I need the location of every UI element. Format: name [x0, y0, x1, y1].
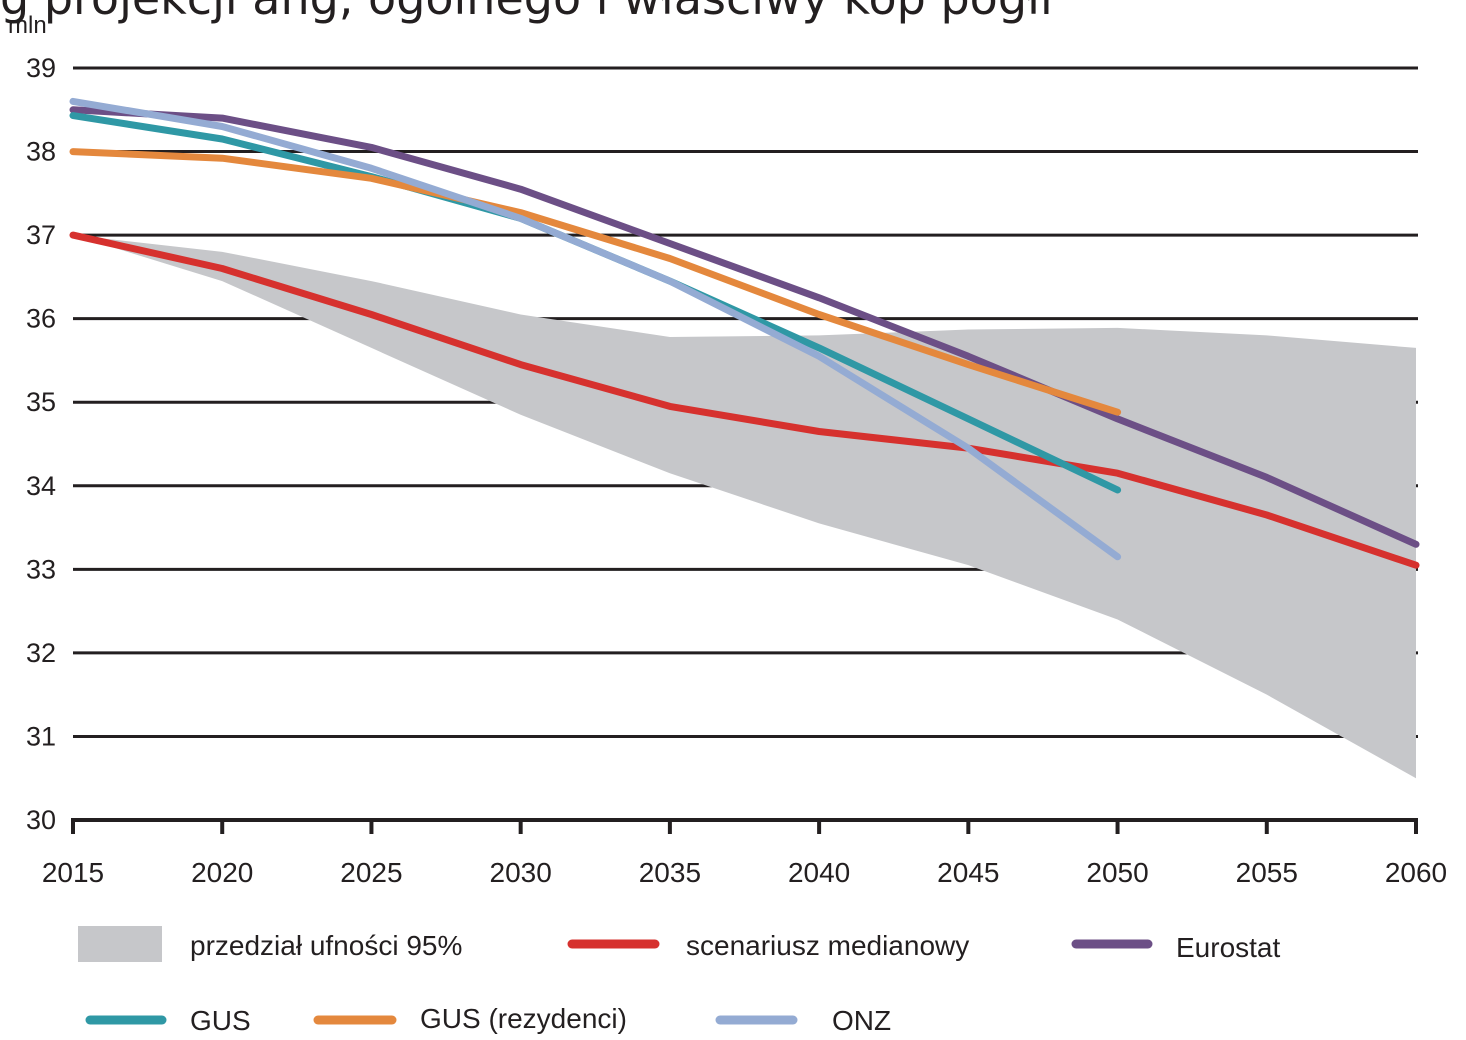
x-tick-label: 2015	[42, 857, 104, 888]
unit-label: mln	[8, 12, 47, 39]
series-lines	[69, 97, 1420, 569]
y-tick-label: 35	[26, 387, 56, 417]
series-line-4	[69, 97, 1122, 561]
y-tick-label: 31	[26, 721, 56, 751]
y-tick-label: 39	[26, 53, 56, 83]
x-tick-label: 2055	[1236, 857, 1298, 888]
confidence-band	[73, 235, 1416, 779]
confidence-band-area	[73, 235, 1416, 779]
y-tick-label: 33	[26, 554, 56, 584]
x-tick-label: 2030	[490, 857, 552, 888]
y-tick-label: 38	[26, 137, 56, 167]
legend-swatch-band	[78, 926, 162, 962]
x-tick-label: 2020	[191, 857, 253, 888]
x-tick-label: 2025	[340, 857, 402, 888]
legend: przedział ufności 95% scenariusz medianow…	[78, 926, 1280, 1036]
y-tick-label: 30	[26, 805, 56, 835]
series-line-1	[69, 106, 1420, 548]
legend-label-3: GUS (rezydenci)	[420, 1003, 627, 1034]
legend-label-band: przedział ufności 95%	[190, 930, 462, 961]
legend-label-4: ONZ	[832, 1005, 891, 1035]
series-line-0	[69, 231, 1420, 569]
series-line-3	[69, 148, 1122, 416]
y-tick-label: 36	[26, 304, 56, 334]
y-tick-label: 32	[26, 638, 56, 668]
x-tick-label: 2035	[639, 857, 701, 888]
x-tick-label: 2060	[1385, 857, 1447, 888]
legend-label-0: scenariusz medianowy	[686, 930, 969, 961]
header-fragment: g projekcji ang, ogólnego i właściwy kop…	[0, 0, 1059, 25]
y-tick-label: 37	[26, 220, 56, 250]
x-tick-label: 2040	[788, 857, 850, 888]
axes: 30 31 32 33 34 35 36 37 38 39 2015 2020 2025 2030 2035…	[26, 53, 1447, 888]
legend-label-2: GUS	[190, 1005, 251, 1035]
legend-label-1: Eurostat	[1176, 932, 1280, 963]
x-tick-label: 2045	[937, 857, 999, 888]
x-tick-label: 2050	[1086, 857, 1148, 888]
y-tick-label: 34	[26, 471, 56, 501]
